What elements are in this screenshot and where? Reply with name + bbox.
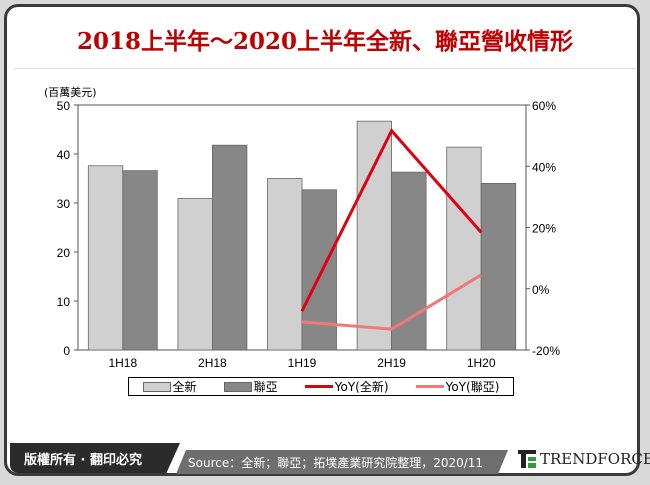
bar-lianya (211, 144, 248, 351)
y-tick-label: 30 (57, 197, 71, 211)
legend-item-yoy-lianya: YoY(聯亞) (415, 378, 500, 395)
title-divider (14, 68, 636, 69)
x-tick-label: 2H18 (198, 356, 227, 370)
logo-text: TRENDFORCE (540, 450, 650, 468)
x-tick-label: 1H19 (288, 356, 317, 370)
copyright-banner: 版權所有 · 翻印必究 (10, 443, 180, 473)
legend: 全新 聯亞 YoY(全新) YoY(聯亞) (128, 377, 514, 396)
y-tick-label: 0 (63, 344, 70, 358)
y2-tick-label: 40% (532, 160, 556, 174)
bar-lianya (391, 171, 427, 351)
legend-item-lianya: 聯亞 (223, 378, 278, 395)
legend-item-yoy-quanxin: YoY(全新) (304, 378, 389, 395)
legend-label: 全新 (172, 380, 197, 394)
legend-label: YoY(全新) (334, 380, 389, 394)
bar-quanxin (267, 178, 303, 351)
y2-tick-label: 20% (532, 222, 556, 236)
legend-swatch (142, 381, 171, 392)
x-tick-label: 1H20 (467, 356, 496, 370)
y-tick-label: 10 (57, 295, 71, 309)
line-yoy-quanxin (300, 128, 483, 312)
line-yoy-lianya (301, 273, 482, 331)
source-note: Source：全新；聯亞；拓墣產業研究院整理，2020/11 (176, 450, 508, 474)
x-tick-label: 1H18 (108, 356, 137, 370)
x-tick-label: 2H19 (377, 356, 406, 370)
bar-quanxin (446, 146, 482, 351)
y-tick-label: 50 (57, 99, 71, 113)
bar-quanxin (356, 120, 393, 351)
y-tick-label: 40 (57, 148, 71, 162)
trendforce-logo-icon (518, 450, 536, 468)
legend-item-quanxin: 全新 (142, 378, 197, 395)
y2-tick-label: 0% (532, 283, 550, 297)
y-tick-label: 20 (57, 246, 71, 260)
chart-title: 2018上半年～2020上半年全新、聯亞營收情形 (76, 28, 574, 55)
bar-lianya (480, 182, 517, 351)
bar-quanxin (177, 198, 213, 351)
legend-label: 聯亞 (253, 380, 278, 394)
legend-label: YoY(聯亞) (445, 380, 500, 394)
bar-lianya (301, 189, 337, 351)
y2-tick-label: -20% (532, 344, 560, 358)
legend-line (415, 385, 444, 388)
legend-line (304, 385, 333, 388)
bar-quanxin (87, 165, 124, 351)
y2-tick-label: 60% (532, 99, 556, 113)
bar-lianya (122, 170, 158, 351)
y-axis-label: (百萬美元) (44, 86, 97, 99)
trendforce-logo: TRENDFORCE (518, 450, 650, 468)
legend-swatch (223, 381, 252, 392)
